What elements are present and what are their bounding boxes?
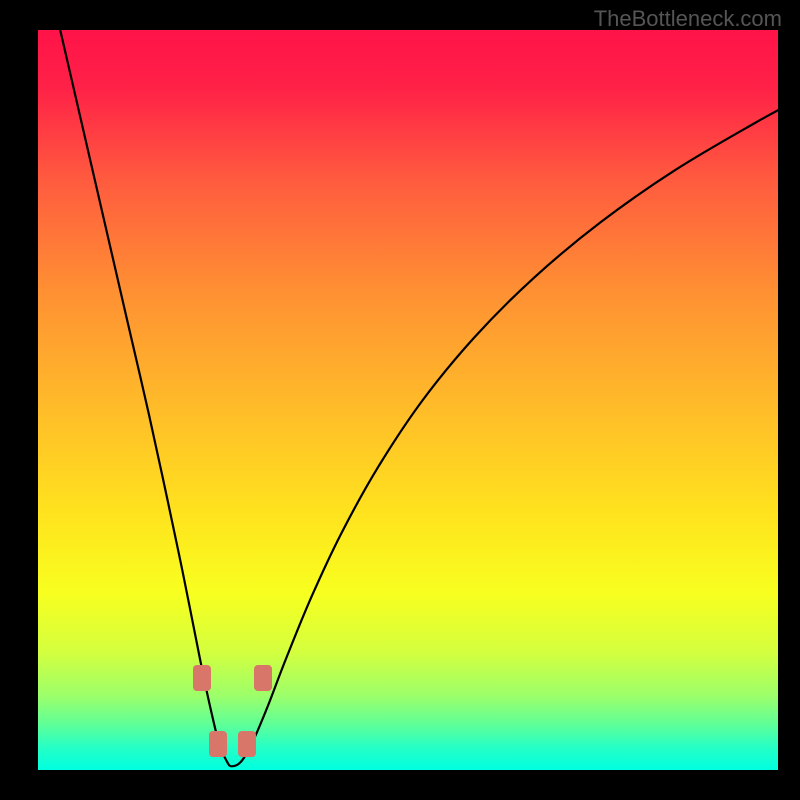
- curve-marker: [254, 665, 272, 691]
- plot-area: [38, 30, 778, 770]
- watermark-text: TheBottleneck.com: [594, 6, 782, 32]
- curve-marker: [238, 731, 256, 757]
- curve-marker: [193, 665, 211, 691]
- bottleneck-curve: [38, 30, 778, 770]
- curve-marker: [209, 731, 227, 757]
